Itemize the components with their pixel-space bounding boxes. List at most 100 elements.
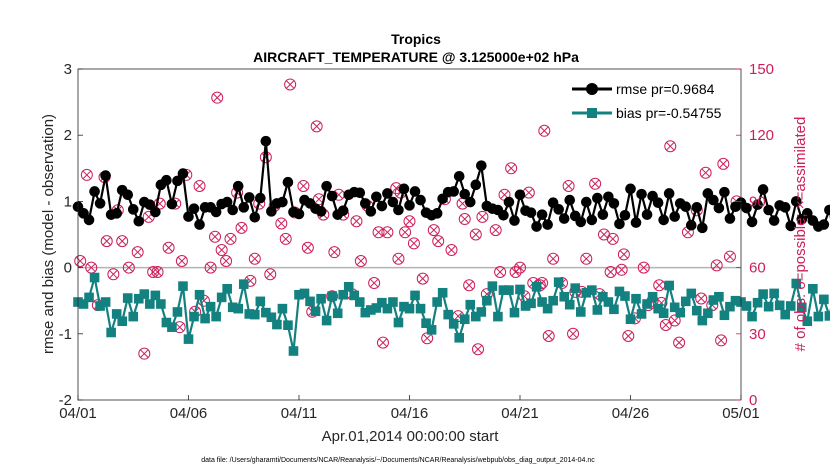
rmse-point <box>127 204 139 215</box>
obs-assimilated-marker <box>465 281 474 290</box>
obs-possible-marker <box>432 235 445 248</box>
rmse-point <box>630 217 642 228</box>
obs-possible-marker <box>469 228 482 241</box>
bias-point <box>537 297 547 307</box>
bias-point <box>294 289 304 300</box>
obs-possible-marker <box>193 179 206 192</box>
y-left-tick-label: -1 <box>59 326 72 343</box>
bias-point <box>575 307 586 317</box>
obs-assimilated-marker <box>524 188 533 197</box>
obs-possible-marker <box>204 261 217 274</box>
bias-point <box>730 295 741 306</box>
rmse-point <box>724 213 736 224</box>
bias-point <box>106 327 116 338</box>
bias-point <box>321 315 332 326</box>
obs-assimilated-marker <box>206 263 215 272</box>
bias-point <box>305 296 315 307</box>
obs-possible-marker <box>107 268 120 281</box>
obs-assimilated-marker <box>330 248 339 257</box>
obs-possible-marker <box>224 232 237 245</box>
rmse-point <box>824 204 830 216</box>
obs-assimilated-marker <box>582 254 591 263</box>
obs-assimilated-marker <box>725 252 734 261</box>
bias-point <box>587 285 597 295</box>
bias-point <box>255 296 266 307</box>
rmse-point <box>89 186 100 197</box>
bias-point <box>266 312 277 323</box>
bias-point <box>448 319 459 329</box>
obs-possible-marker <box>606 232 619 245</box>
bias-point <box>769 288 779 299</box>
bias-point <box>89 272 100 283</box>
rmse-point <box>232 180 244 192</box>
obs-possible-marker <box>715 334 728 347</box>
obs-possible-marker <box>297 179 310 192</box>
legend-bias-marker <box>587 108 597 118</box>
rmse-point <box>393 204 404 216</box>
obs-possible-marker <box>211 91 224 104</box>
bias-point <box>205 301 216 312</box>
rmse-point <box>448 186 460 197</box>
obs-possible-marker <box>589 177 602 190</box>
obs-possible-marker <box>275 217 288 230</box>
obs-possible-marker <box>147 266 160 279</box>
bias-point <box>631 293 641 304</box>
bias-point <box>570 283 581 293</box>
rmse-point <box>360 198 371 209</box>
bias-point <box>531 281 542 292</box>
obs-assimilated-marker <box>213 93 222 102</box>
rmse-point <box>122 189 134 201</box>
bias-point <box>774 300 785 311</box>
rmse-point <box>752 199 763 211</box>
obs-assimilated-marker <box>496 268 505 276</box>
obs-possible-marker <box>723 250 736 263</box>
rmse-point <box>238 202 250 213</box>
bias-point <box>482 295 492 306</box>
bias-point <box>564 299 575 310</box>
obs-assimilated-marker <box>624 332 633 340</box>
rmse-point <box>315 206 327 217</box>
obs-possible-marker <box>175 254 188 267</box>
obs-assimilated-marker <box>118 237 127 246</box>
bias-point <box>244 309 255 319</box>
bias-point <box>520 301 531 311</box>
bias-point <box>559 291 569 302</box>
rmse-point <box>415 194 426 206</box>
obs-possible-marker <box>138 347 151 360</box>
obs-assimilated-marker <box>712 261 721 270</box>
bias-point <box>780 309 790 320</box>
obs-assimilated-marker <box>418 274 427 283</box>
obs-possible-marker <box>326 290 339 303</box>
obs-assimilated-marker <box>352 217 361 226</box>
bias-point <box>399 301 409 312</box>
rmse-point <box>354 187 366 199</box>
bias-point <box>111 309 122 319</box>
bias-point <box>404 303 415 314</box>
obs-assimilated-marker <box>675 338 684 347</box>
bias-point <box>145 299 155 309</box>
rmse-point <box>166 198 178 210</box>
obs-assimilated-marker <box>516 263 524 272</box>
rmse-point <box>619 210 631 221</box>
bias-point <box>703 308 713 319</box>
bias-point <box>393 317 404 328</box>
legend-rmse-label: rmse pr=0.9684 <box>616 81 715 97</box>
rmse-point <box>94 198 106 209</box>
bias-point <box>354 297 365 307</box>
rmse-point <box>431 208 443 219</box>
obs-assimilated-marker <box>670 316 679 325</box>
obs-possible-marker <box>710 259 723 272</box>
bias-point <box>122 293 133 303</box>
y-left-tick-label: 1 <box>64 193 72 210</box>
obs-possible-marker <box>264 268 277 281</box>
obs-possible-marker <box>74 254 87 267</box>
bias-point <box>741 301 752 311</box>
obs-assimilated-marker <box>281 234 290 243</box>
bias-point <box>493 311 503 322</box>
bias-point <box>100 297 111 307</box>
rmse-point <box>525 207 537 218</box>
rmse-point <box>608 198 620 209</box>
obs-possible-marker <box>220 254 233 267</box>
obs-possible-marker <box>116 235 129 248</box>
x-tick-label: 04/06 <box>170 405 208 422</box>
